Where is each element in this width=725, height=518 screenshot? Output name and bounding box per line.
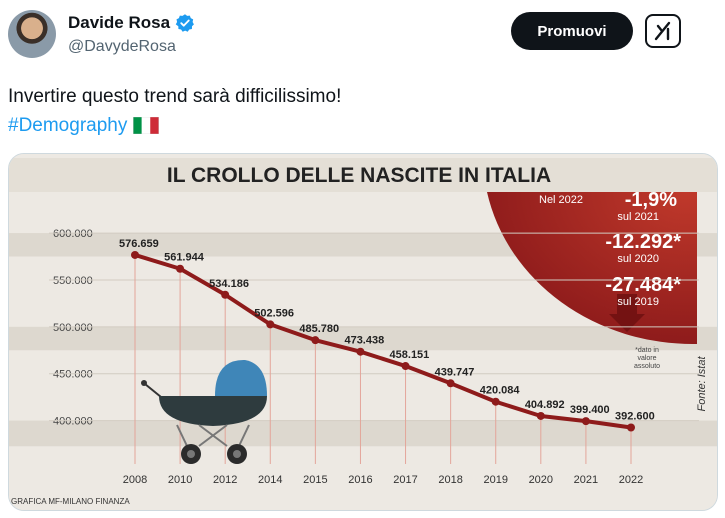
callout-stat2-value: -12.292*: [605, 231, 681, 253]
x-tick-label: 2014: [258, 474, 282, 486]
data-point: [581, 417, 590, 426]
callout-stat3-value: -27.484*: [605, 274, 681, 296]
tweet-text: Invertire questo trend sarà difficilissi…: [8, 82, 341, 140]
data-point: [491, 397, 500, 406]
callout-stat1-sub: sul 2021: [617, 211, 659, 223]
y-tick-label: 500.000: [53, 322, 93, 334]
footnote-line1: *dato in: [635, 347, 659, 354]
y-tick-label: 600.000: [53, 228, 93, 240]
data-point: [311, 336, 320, 345]
data-label: 458.151: [390, 349, 430, 361]
x-tick-label: 2020: [529, 474, 553, 486]
x-tick-label: 2012: [213, 474, 237, 486]
tweet-media-image[interactable]: IL CROLLO DELLE NASCITE IN ITALIA Nel 20…: [8, 153, 718, 511]
data-label: 502.596: [254, 307, 294, 319]
author-name-row: Davide Rosa: [68, 13, 195, 33]
y-tick-label: 450.000: [53, 369, 93, 381]
data-label: 561.944: [164, 252, 205, 264]
chart-title-bar: [9, 158, 717, 192]
data-label: 473.438: [344, 335, 384, 347]
data-label: 420.084: [480, 385, 521, 397]
chart-title: IL CROLLO DELLE NASCITE IN ITALIA: [167, 164, 551, 187]
x-tick-label: 2019: [483, 474, 507, 486]
italy-flag-icon: [133, 117, 160, 134]
x-tick-label: 2008: [123, 474, 147, 486]
data-label: 392.600: [615, 411, 655, 423]
y-axis-ticks: 600.000 550.000 500.000 450.000 400.000: [49, 228, 699, 428]
data-point: [401, 362, 410, 371]
data-point: [176, 264, 185, 273]
y-tick-label: 550.000: [53, 275, 93, 287]
data-point: [221, 290, 230, 299]
data-label: 439.747: [435, 366, 475, 378]
data-label: 485.780: [299, 323, 339, 335]
birth-decline-chart: IL CROLLO DELLE NASCITE IN ITALIA Nel 20…: [9, 154, 717, 510]
births-series: 576.659 561.944 534.186 502.596 485.780 473.4…: [119, 238, 655, 432]
data-point: [266, 320, 275, 329]
x-tick-label: 2010: [168, 474, 192, 486]
callout-stat2-sub: sul 2020: [617, 253, 659, 265]
verified-badge-icon: [175, 14, 194, 32]
data-point: [356, 347, 365, 356]
data-label: 404.892: [525, 399, 565, 411]
year-guide-lines: [134, 254, 632, 464]
data-label: 534.186: [209, 278, 249, 290]
grid-band: [9, 326, 717, 351]
x-tick-label: 2018: [438, 474, 462, 486]
x-axis-strip: [9, 467, 717, 489]
callout-year: Nel 2022: [539, 194, 583, 206]
tweet-text-line: Invertire questo trend sarà difficilissi…: [8, 86, 342, 107]
author-handle[interactable]: @DavydeRosa: [68, 38, 176, 55]
data-point: [131, 250, 139, 259]
data-point: [446, 379, 455, 388]
graphic-credit: GRAFICA MF-MILANO FINANZA: [11, 497, 130, 506]
baby-stroller-icon: [141, 359, 267, 464]
footnote-line2: valore: [637, 355, 656, 362]
x-tick-label: 2017: [393, 474, 417, 486]
x-tick-label: 2021: [574, 474, 598, 486]
y-tick-label: 400.000: [53, 416, 93, 428]
data-point: [536, 411, 545, 420]
grok-button[interactable]: [645, 14, 681, 48]
callout-stat3-sub: sul 2019: [617, 296, 659, 308]
grok-icon: [654, 21, 671, 41]
promote-button[interactable]: Promuovi: [511, 12, 633, 50]
data-label: 399.400: [570, 404, 610, 416]
data-point: [627, 423, 635, 432]
footnote-line3: assoluto: [634, 363, 660, 370]
x-tick-label: 2015: [303, 474, 327, 486]
x-tick-label: 2016: [348, 474, 372, 486]
author-avatar[interactable]: [8, 10, 56, 58]
x-axis-ticks: 2008 2010 2012 2014 2015 2016 2017 2018 2019 2020…: [9, 467, 717, 489]
source-label: Fonte: Istat: [696, 356, 708, 412]
x-tick-label: 2022: [619, 474, 643, 486]
author-display-name[interactable]: Davide Rosa: [68, 13, 171, 32]
callout-shape: [487, 192, 697, 345]
births-line: [134, 253, 632, 430]
data-label: 576.659: [119, 238, 159, 250]
hashtag-link[interactable]: #Demography: [8, 115, 128, 136]
callout-stat1-value: -1,9%: [625, 189, 677, 211]
down-arrow-icon: [609, 294, 645, 332]
